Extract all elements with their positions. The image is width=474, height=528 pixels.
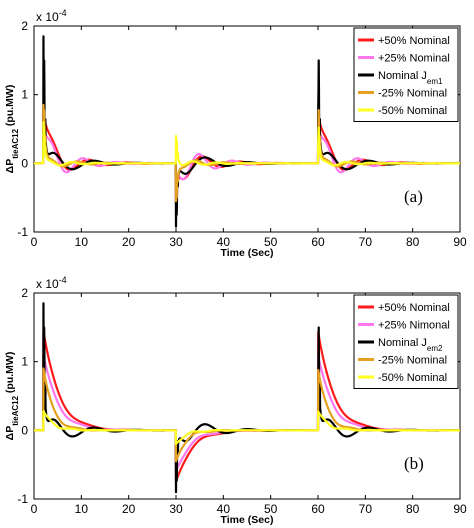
y-tick-label: -1 — [17, 492, 28, 506]
x-tick-label: 60 — [311, 502, 325, 516]
legend-entry: Nominal Jem1 — [378, 70, 443, 86]
legend-b: +50% Nominal +25% Nimonal Nominal Jem2 -25%… — [353, 294, 459, 389]
legend-entry: +50% Nominal — [378, 35, 450, 47]
x-tick-label: 30 — [169, 502, 183, 516]
scale-factor-b: x 10-4 — [36, 275, 67, 291]
legend-entry: +25% Nominal — [378, 53, 450, 65]
x-tick-label: 10 — [75, 502, 89, 516]
legend-entry: +50% Nominal — [378, 302, 450, 314]
x-tick-label: 50 — [264, 235, 278, 249]
scale-factor-a: x 10-4 — [36, 8, 67, 24]
x-tick-label: 20 — [122, 235, 136, 249]
legend-entry: -50% Nominal — [378, 105, 447, 117]
x-tick-label: 70 — [359, 502, 373, 516]
x-tick-label: 80 — [406, 235, 420, 249]
y-tick-label: 0 — [21, 423, 28, 437]
x-tick-label: 50 — [264, 502, 278, 516]
panel-label-b: (b) — [404, 454, 424, 473]
y-tick-label: -1 — [17, 225, 28, 239]
x-tick-label: 10 — [75, 235, 89, 249]
y-tick-label: 0 — [21, 156, 28, 170]
x-tick-label: 40 — [217, 502, 231, 516]
x-tick-label: 80 — [406, 502, 420, 516]
x-tick-label: 20 — [122, 502, 136, 516]
y-axis-label-b: ΔPtieAC12 (pu.MW) — [4, 352, 20, 441]
y-tick-label: 1 — [21, 88, 28, 102]
x-axis-label-b: Time (Sec) — [221, 514, 274, 526]
legend-entry: Nominal Jem2 — [378, 337, 443, 353]
series-line — [33, 124, 461, 181]
y-tick-label: 1 — [21, 355, 28, 369]
legend-entry: -25% Nominal — [378, 355, 447, 367]
panel-label-a: (a) — [404, 187, 423, 206]
series-line — [33, 121, 461, 167]
x-tick-label: 90 — [453, 235, 467, 249]
y-axis-label-a: ΔPtieAC12 (pu.MW) — [4, 85, 20, 174]
x-axis-label-a: Time (Sec) — [221, 247, 274, 259]
x-tick-label: 60 — [311, 235, 325, 249]
series-lines-a — [33, 35, 461, 228]
x-tick-label: 0 — [31, 502, 38, 516]
legend-a: +50% Nominal +25% Nominal Nominal Jem1 -25%… — [353, 27, 459, 122]
x-tick-label: 90 — [453, 502, 467, 516]
x-tick-label: 40 — [217, 235, 231, 249]
legend-entry: +25% Nimonal — [378, 320, 450, 332]
x-tick-label: 30 — [169, 235, 183, 249]
series-lines-b — [33, 302, 461, 494]
x-tick-label: 0 — [31, 235, 38, 249]
legend-entry: -50% Nominal — [378, 372, 447, 384]
legend-entry: -25% Nominal — [378, 88, 447, 100]
y-tick-label: 2 — [21, 19, 28, 33]
series-line — [33, 410, 461, 446]
x-tick-label: 70 — [359, 235, 373, 249]
y-tick-label: 2 — [21, 286, 28, 300]
